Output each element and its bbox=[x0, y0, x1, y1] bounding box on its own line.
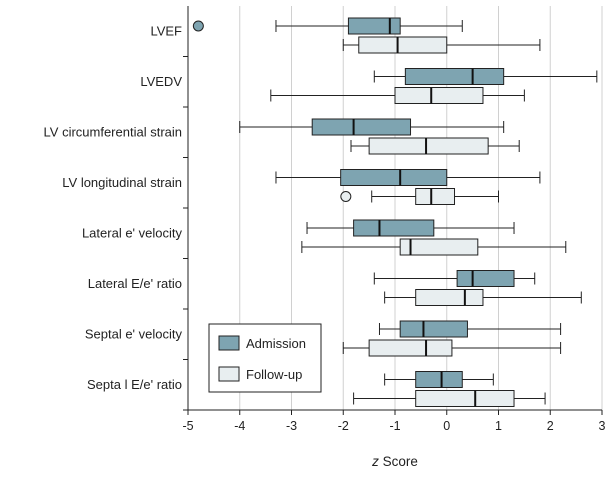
box-admission bbox=[306, 219, 515, 237]
box-admission bbox=[373, 68, 598, 85]
legend-label-follow-up: Follow-up bbox=[246, 367, 302, 382]
legend-swatch-admission bbox=[218, 335, 240, 351]
box-iqr bbox=[358, 36, 448, 54]
x-tick-label: 3 bbox=[599, 419, 605, 433]
category-label: Lateral E/e' ratio bbox=[88, 276, 182, 291]
legend-swatch-follow-up bbox=[218, 366, 240, 382]
box-follow-up bbox=[350, 137, 520, 155]
category-label: Septal e' velocity bbox=[85, 326, 183, 341]
category-label: Lateral e' velocity bbox=[82, 225, 183, 240]
category-label: LVEDV bbox=[140, 74, 182, 89]
box-iqr bbox=[399, 238, 479, 256]
box-iqr bbox=[415, 390, 515, 407]
box-follow-up bbox=[342, 36, 541, 54]
x-tick-label: 1 bbox=[495, 419, 502, 433]
box-follow-up bbox=[340, 188, 499, 205]
box-admission bbox=[192, 17, 463, 35]
box-iqr bbox=[415, 188, 456, 205]
category-label: LV longitudinal strain bbox=[62, 175, 182, 190]
box-iqr bbox=[368, 137, 489, 155]
box-follow-up bbox=[384, 289, 582, 306]
box-iqr bbox=[368, 339, 453, 357]
box-iqr bbox=[340, 169, 448, 186]
box-iqr bbox=[415, 289, 484, 306]
box-admission bbox=[239, 118, 505, 136]
legend-label-admission: Admission bbox=[246, 336, 306, 351]
category-label: LVEF bbox=[150, 23, 182, 38]
box-iqr bbox=[311, 118, 412, 136]
box-iqr bbox=[347, 17, 401, 35]
legend: Admission Follow-up bbox=[208, 323, 322, 393]
box-follow-up bbox=[353, 390, 546, 407]
category-label: LV circumferential strain bbox=[44, 124, 182, 139]
x-tick-label: -4 bbox=[234, 419, 245, 433]
x-tick-label: 0 bbox=[443, 419, 450, 433]
x-tick-label: 2 bbox=[547, 419, 554, 433]
x-axis-ticks: -5 -4 -3 -2 -1 0 1 2 3 bbox=[182, 410, 605, 433]
box-iqr bbox=[399, 320, 468, 338]
x-axis-title: z Score bbox=[371, 454, 418, 469]
outlier-point bbox=[340, 191, 352, 202]
box-iqr bbox=[415, 371, 463, 388]
box-follow-up bbox=[342, 339, 562, 357]
x-tick-label: -1 bbox=[389, 419, 400, 433]
x-tick-label: -5 bbox=[182, 419, 193, 433]
x-tick-label: -2 bbox=[338, 419, 349, 433]
box-iqr bbox=[394, 87, 484, 104]
outlier-point bbox=[192, 20, 204, 32]
box-admission bbox=[378, 320, 562, 338]
category-label: Septa l E/e' ratio bbox=[87, 377, 182, 392]
x-axis-title-italic: z bbox=[371, 454, 379, 469]
x-tick-label: -3 bbox=[286, 419, 297, 433]
box-iqr bbox=[353, 219, 435, 237]
box-iqr bbox=[404, 68, 505, 85]
box-admission bbox=[275, 169, 541, 186]
box-iqr bbox=[456, 270, 515, 287]
x-axis-title-rest: Score bbox=[379, 454, 418, 469]
box-follow-up bbox=[301, 238, 567, 256]
box-series bbox=[192, 17, 598, 407]
category-labels: LVEF LVEDV LV circumferential strain LV lon… bbox=[44, 23, 183, 392]
box-follow-up bbox=[270, 87, 525, 104]
box-admission bbox=[373, 270, 536, 287]
box-admission bbox=[384, 371, 494, 388]
